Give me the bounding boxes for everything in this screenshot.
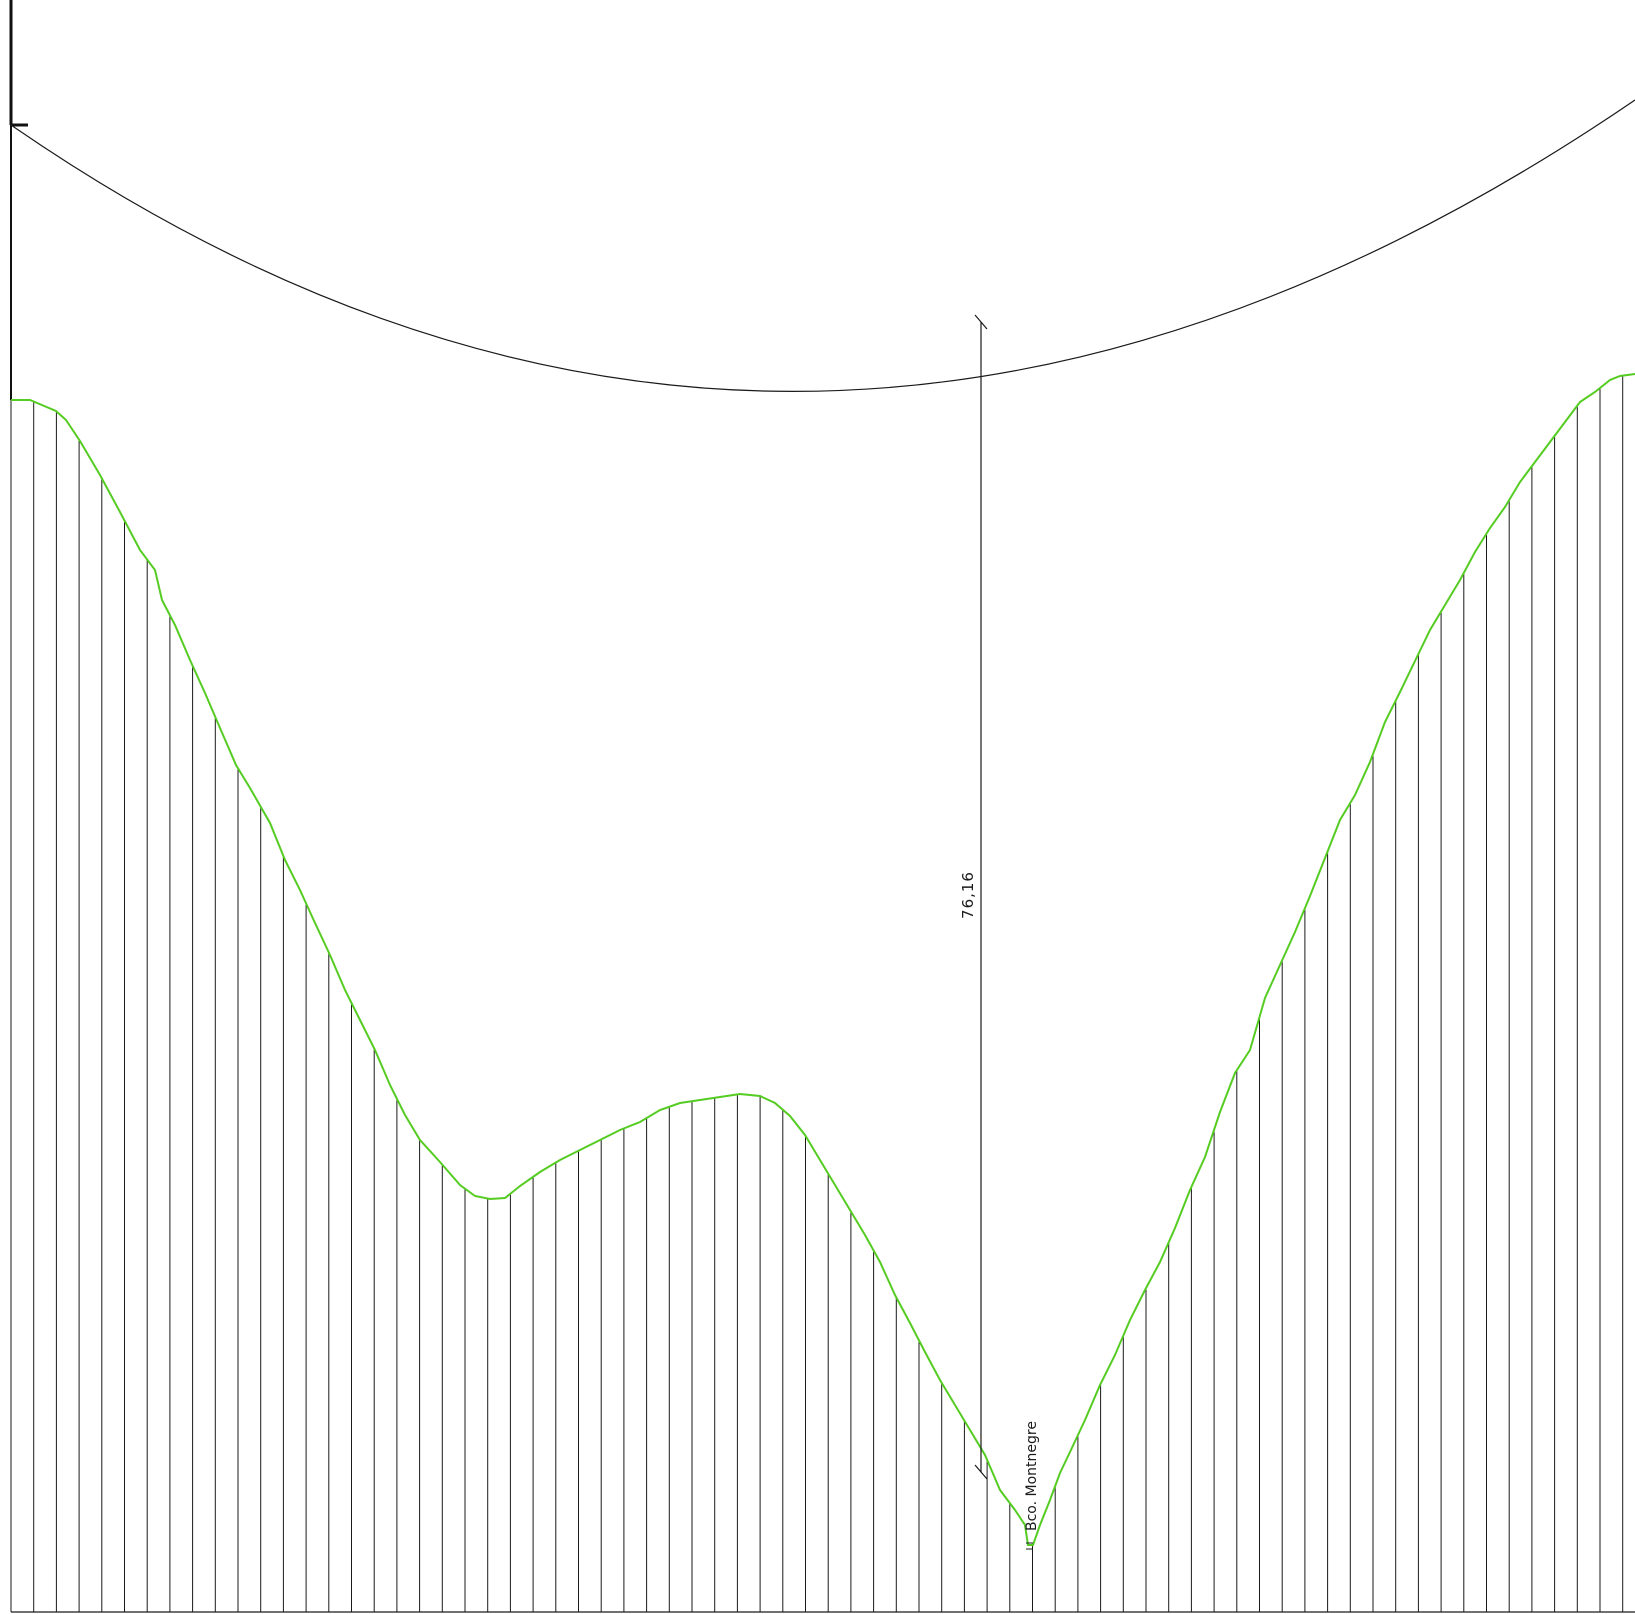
left-reference-bar — [9, 0, 28, 400]
stream-marker: Bco. Montnegre — [1024, 1421, 1040, 1550]
design-curve — [10, 99, 1635, 392]
height-dimension: 76,16 — [959, 314, 988, 1480]
terrain-profile-line — [11, 373, 1635, 1546]
profile-hatching — [10, 375, 1624, 1612]
dimension-tick-top — [974, 314, 988, 330]
stream-name-label: Bco. Montnegre — [1024, 1421, 1040, 1531]
dimension-tick-bottom — [974, 1464, 988, 1480]
height-dimension-value: 76,16 — [959, 871, 977, 919]
